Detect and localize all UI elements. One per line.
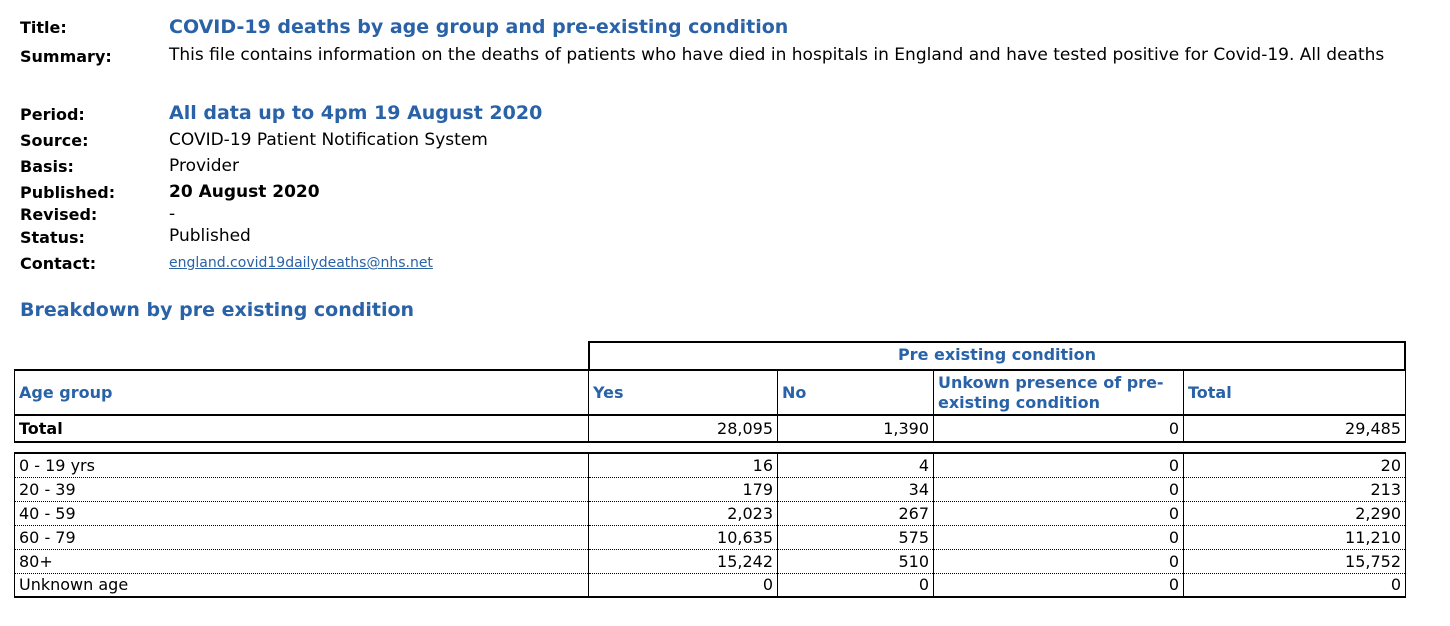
group-header: Pre existing condition [588, 341, 1406, 369]
basis-value: Provider [169, 156, 239, 176]
total-no: 1,390 [777, 415, 934, 443]
col-header-age-group: Age group [14, 369, 589, 416]
row-yes: 16 [588, 452, 778, 478]
row-no: 267 [777, 501, 934, 526]
row-age-group: Unknown age [14, 573, 589, 598]
col-header-yes: Yes [588, 369, 778, 416]
row-age-group: 60 - 79 [14, 525, 589, 550]
row-age-group: 40 - 59 [14, 501, 589, 526]
col-header-no: No [777, 369, 934, 416]
row-unknown: 0 [933, 525, 1184, 550]
basis-label: Basis: [20, 157, 74, 176]
title-label: Title: [20, 18, 67, 37]
table-row: Unknown age 0 0 0 0 [14, 573, 1406, 598]
source-label: Source: [20, 131, 89, 150]
published-value: 20 August 2020 [169, 182, 320, 202]
status-value: Published [169, 226, 251, 246]
total-total: 29,485 [1183, 415, 1406, 443]
row-yes: 2,023 [588, 501, 778, 526]
section-heading: Breakdown by pre existing condition [20, 299, 415, 321]
col-header-total: Total [1183, 369, 1406, 416]
total-row: Total 28,095 1,390 0 29,485 [14, 415, 1406, 443]
revised-label: Revised: [20, 205, 98, 224]
table-row: 60 - 79 10,635 575 0 11,210 [14, 525, 1406, 550]
period-label: Period: [20, 105, 85, 124]
total-row-label: Total [14, 415, 589, 443]
row-total: 15,752 [1183, 549, 1406, 574]
row-unknown: 0 [933, 501, 1184, 526]
row-unknown: 0 [933, 452, 1184, 478]
row-total: 20 [1183, 452, 1406, 478]
contact-label: Contact: [20, 254, 97, 273]
row-total: 11,210 [1183, 525, 1406, 550]
row-age-group: 20 - 39 [14, 477, 589, 502]
header-table: Age group Yes No Unkown presence of pre-… [14, 369, 1406, 443]
page-title: COVID-19 deaths by age group and pre-exi… [169, 16, 789, 38]
col-header-unknown: Unkown presence of pre-existing conditio… [933, 369, 1184, 416]
summary-label: Summary: [20, 47, 112, 66]
column-header-row: Age group Yes No Unkown presence of pre-… [14, 369, 1406, 416]
total-yes: 28,095 [588, 415, 778, 443]
revised-value: - [169, 204, 176, 224]
table-row: 40 - 59 2,023 267 0 2,290 [14, 501, 1406, 526]
row-age-group: 80+ [14, 549, 589, 574]
summary-text: This file contains information on the de… [169, 45, 1385, 65]
table-row: 80+ 15,242 510 0 15,752 [14, 549, 1406, 574]
row-yes: 10,635 [588, 525, 778, 550]
source-value: COVID-19 Patient Notification System [169, 130, 488, 150]
group-header-label: Pre existing condition [897, 345, 1097, 364]
status-label: Status: [20, 228, 85, 247]
row-total: 0 [1183, 573, 1406, 598]
published-label: Published: [20, 183, 116, 202]
contact-email-link[interactable]: england.covid19dailydeaths@nhs.net [169, 255, 433, 271]
period-value: All data up to 4pm 19 August 2020 [169, 102, 543, 124]
row-yes: 15,242 [588, 549, 778, 574]
row-no: 510 [777, 549, 934, 574]
row-no: 4 [777, 452, 934, 478]
table-row: 0 - 19 yrs 16 4 0 20 [14, 452, 1406, 478]
row-yes: 179 [588, 477, 778, 502]
row-yes: 0 [588, 573, 778, 598]
table-row: 20 - 39 179 34 0 213 [14, 477, 1406, 502]
row-no: 575 [777, 525, 934, 550]
data-table: 0 - 19 yrs 16 4 0 20 20 - 39 179 34 0 21… [14, 452, 1406, 598]
row-no: 0 [777, 573, 934, 598]
total-unknown: 0 [933, 415, 1184, 443]
row-total: 2,290 [1183, 501, 1406, 526]
row-unknown: 0 [933, 549, 1184, 574]
row-total: 213 [1183, 477, 1406, 502]
row-age-group: 0 - 19 yrs [14, 452, 589, 478]
row-unknown: 0 [933, 477, 1184, 502]
row-no: 34 [777, 477, 934, 502]
row-unknown: 0 [933, 573, 1184, 598]
